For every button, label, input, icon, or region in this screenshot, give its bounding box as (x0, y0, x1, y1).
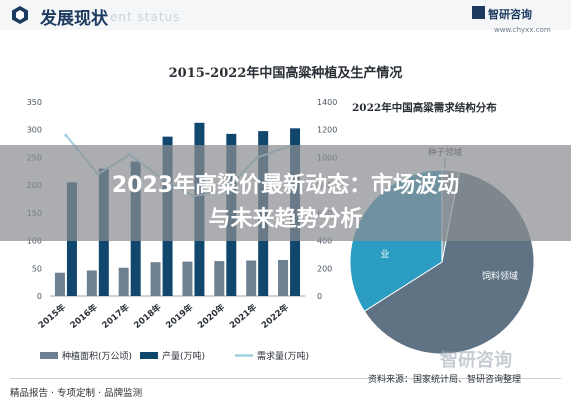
x-tick-label: 2018年 (132, 302, 164, 331)
brand-url: www.chyxx.com (494, 26, 551, 34)
y-left-tick-label: 300 (27, 126, 42, 135)
data-source: 资料来源：国家统计局、智研咨询整理 (368, 375, 522, 385)
y-right-tick-label: 1200 (317, 126, 337, 135)
y-right-tick-label: 0 (317, 292, 322, 301)
legend-label: 需求量(万吨) (257, 350, 309, 362)
watermark-logo: 智研咨询 (440, 350, 512, 371)
headline-line-1: 2023年高粱价最新动态：市场波动 (111, 173, 460, 198)
headline-line-2: 与未来趋势分析 (208, 207, 363, 232)
brand-name: 智研咨询 (488, 8, 532, 21)
bar-planting-area (214, 261, 225, 296)
legend-label: 种植面积(万公顷) (62, 350, 132, 362)
bar-planting-area (278, 259, 289, 296)
x-tick-label: 2017年 (100, 302, 132, 331)
x-tick-label: 2021年 (227, 302, 259, 331)
header-bar: 发展现状 ent status 智研咨询 www.chyxx.com (0, 0, 571, 34)
pie-label-feed: 饲料领域 (482, 270, 518, 282)
pie-label-brewing: 业 (380, 249, 389, 260)
headline-overlay (0, 145, 571, 241)
bar-planting-area (118, 267, 129, 296)
y-right-tick-label: 200 (317, 264, 332, 273)
bar-planting-area (54, 272, 65, 296)
y-left-tick-label: 0 (37, 292, 42, 301)
pie-chart-title: 2022年中国高粱需求结构分布 (352, 102, 497, 114)
footer-divider (10, 378, 561, 379)
logo-hex-icon (12, 6, 28, 24)
y-right-tick-label: 400 (317, 237, 332, 246)
legend-swatch (40, 352, 58, 359)
legend-swatch (140, 352, 158, 359)
section-title: 发展现状 (40, 9, 108, 29)
x-tick-label: 2019年 (164, 302, 196, 331)
y-right-tick-label: 1400 (317, 98, 337, 107)
bar-planting-area (86, 270, 97, 296)
legend-label: 产量(万吨) (162, 350, 205, 362)
y-left-tick-label: 350 (27, 98, 42, 107)
bar-planting-area (150, 262, 161, 296)
bar-planting-area (182, 261, 193, 296)
bar-chart-title: 2015-2022年中国高粱种植及生产情况 (168, 66, 403, 81)
bar-planting-area (246, 260, 257, 296)
x-tick-label: 2020年 (196, 302, 228, 331)
footer-tagline: 精品报告 · 专项定制 · 品牌监测 (10, 388, 143, 399)
brand-logo-icon (472, 6, 485, 19)
y-left-tick-label: 50 (32, 264, 42, 273)
demand-point (64, 133, 68, 137)
y-left-tick-label: 100 (27, 237, 42, 246)
x-tick-label: 2022年 (259, 302, 291, 331)
x-tick-label: 2016年 (68, 302, 100, 331)
x-tick-label: 2015年 (36, 302, 68, 331)
section-subtitle: ent status (110, 10, 181, 24)
